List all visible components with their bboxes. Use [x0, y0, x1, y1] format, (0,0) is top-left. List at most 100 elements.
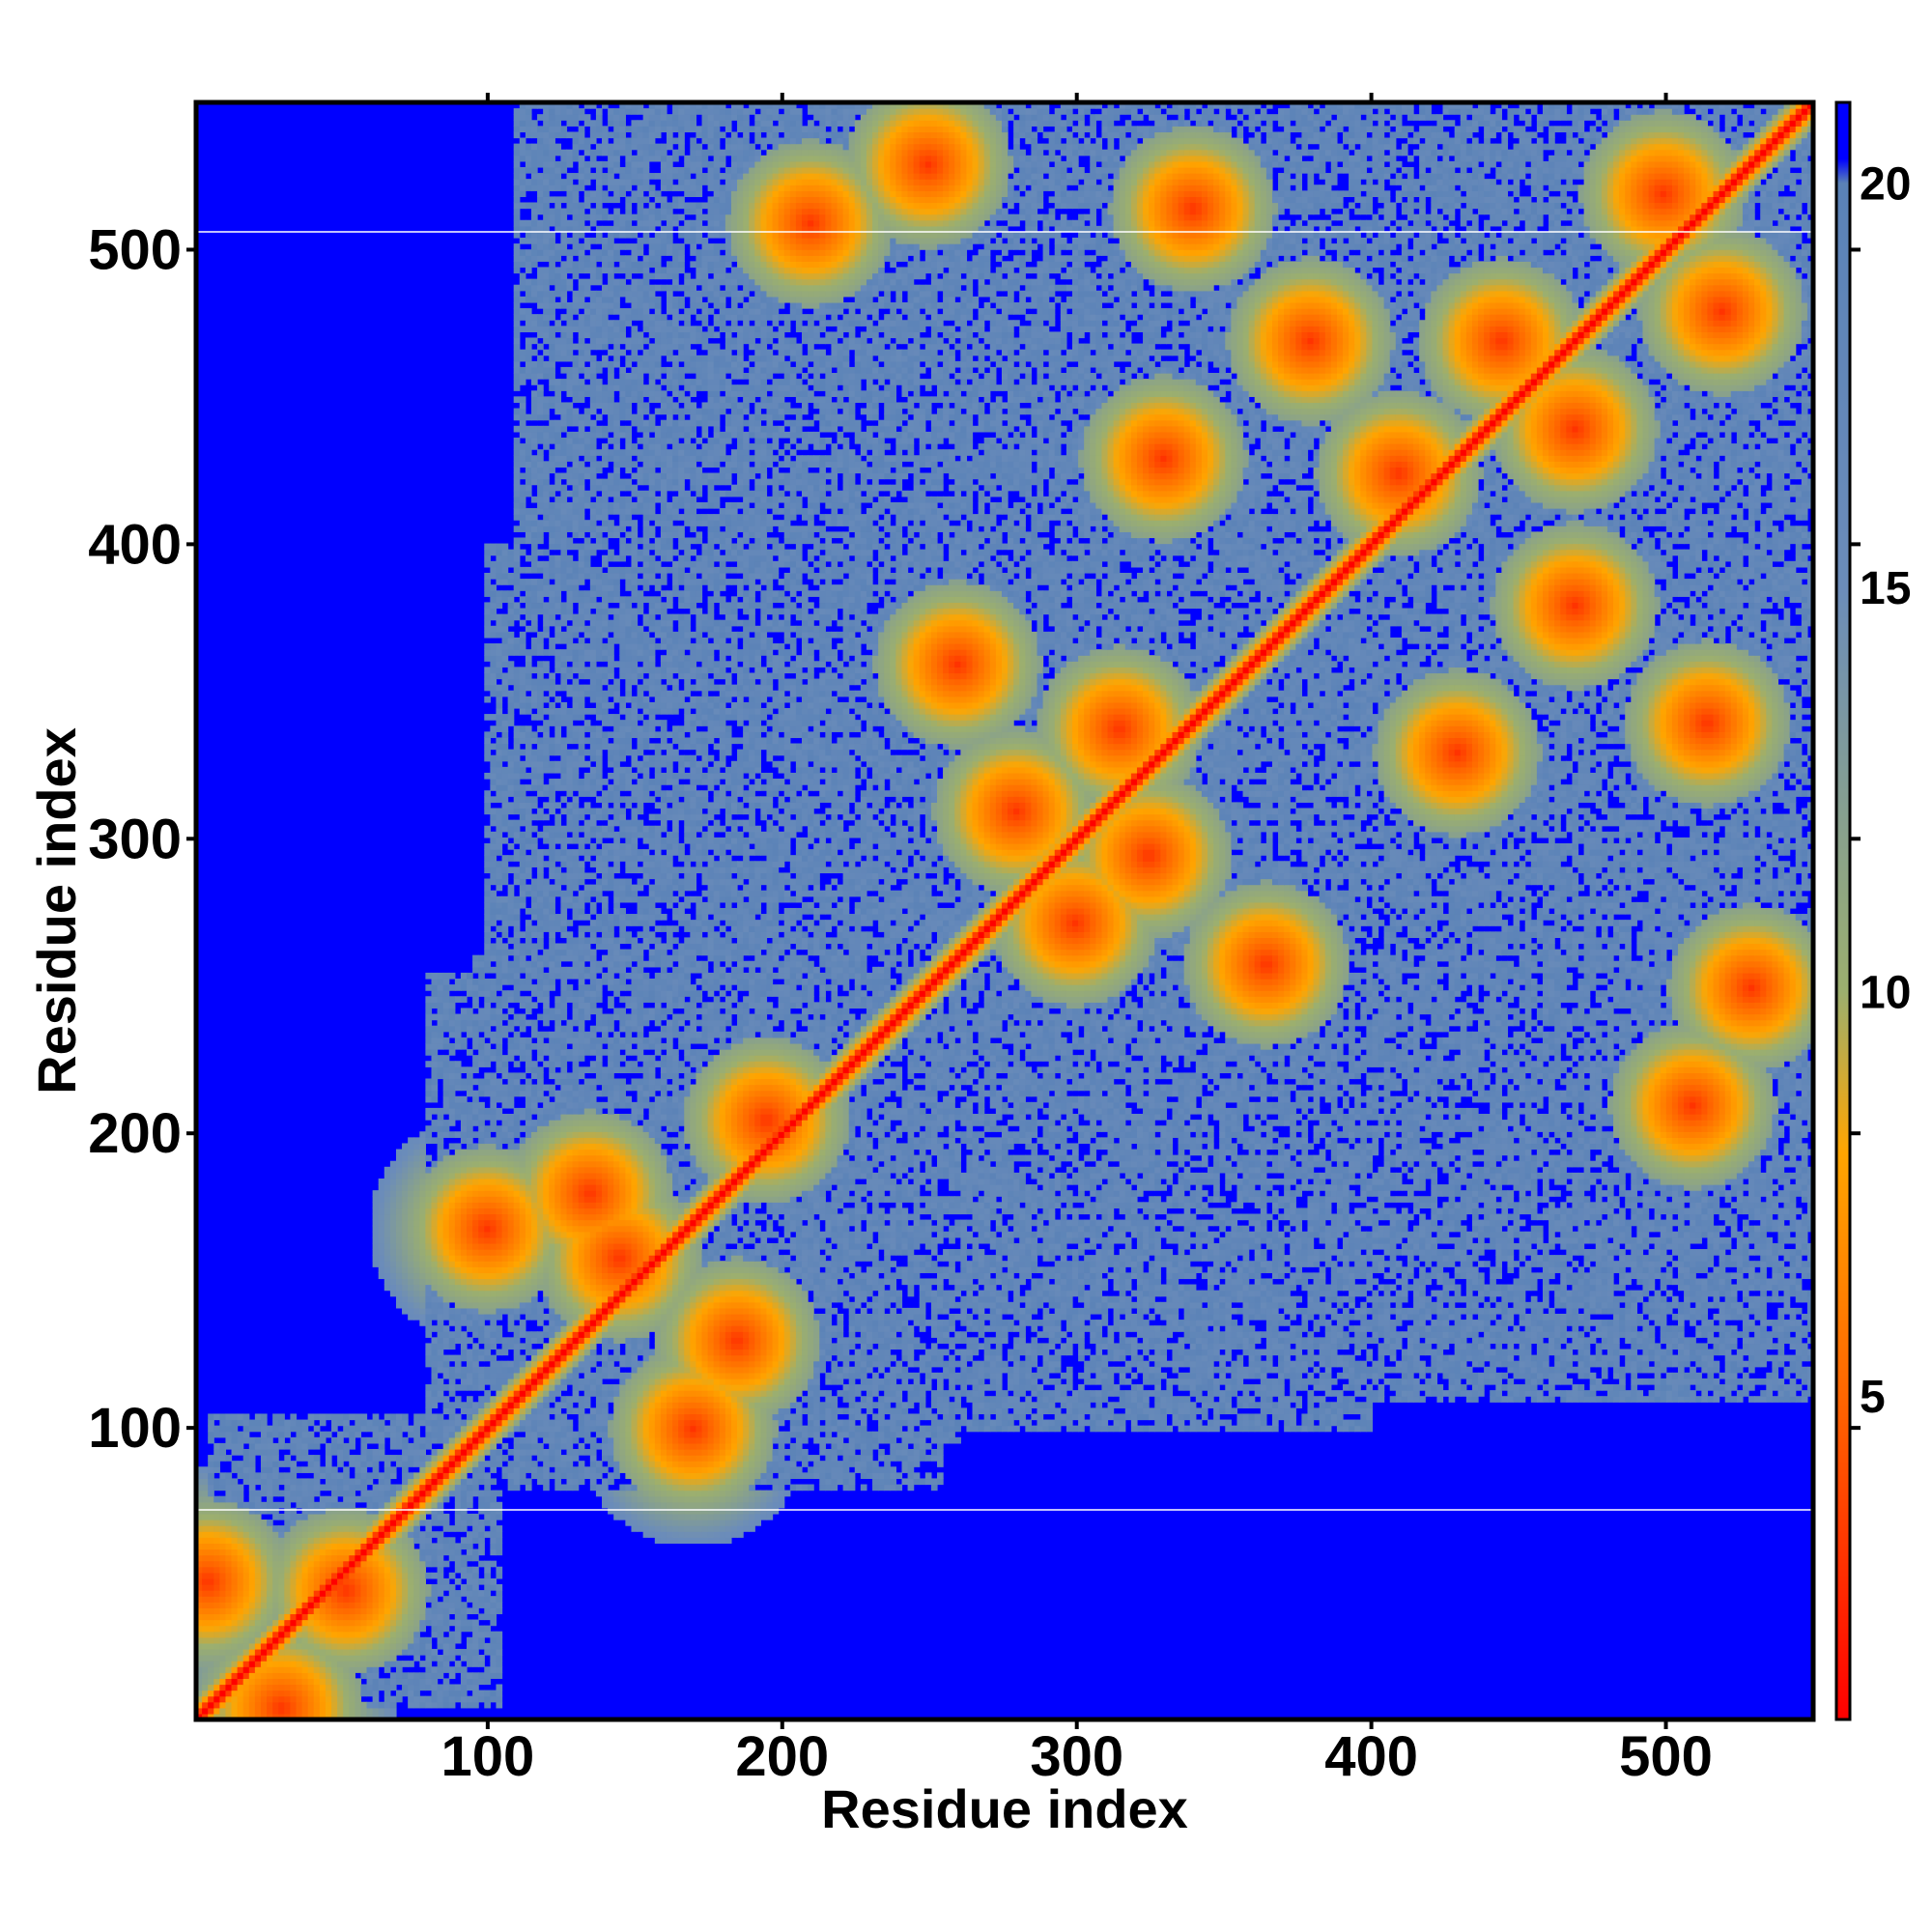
heatmap-cell — [478, 1590, 485, 1597]
heatmap-cell — [402, 1567, 409, 1574]
heatmap-cell — [478, 1678, 485, 1685]
heatmap-cell — [296, 1466, 302, 1473]
heatmap-cell — [232, 1432, 239, 1438]
heatmap-cell — [402, 1555, 409, 1562]
heatmap-cell — [449, 1461, 456, 1467]
heatmap-cell — [243, 1613, 250, 1620]
heatmap-cell — [714, 1514, 721, 1520]
heatmap-cell — [901, 1437, 908, 1444]
heatmap-cell — [272, 1620, 279, 1627]
heatmap-cell — [284, 1655, 291, 1662]
heatmap-cell — [849, 1426, 856, 1433]
heatmap-cell — [249, 1537, 256, 1544]
heatmap-cell — [320, 1561, 327, 1568]
heatmap-cell — [278, 1531, 285, 1538]
heatmap-cell — [408, 1531, 414, 1538]
heatmap-cell — [232, 1496, 239, 1503]
heatmap-cell — [413, 1502, 420, 1509]
heatmap-cell — [337, 1672, 344, 1679]
heatmap-cell — [425, 1461, 432, 1467]
heatmap-cell — [208, 1485, 214, 1492]
heatmap-cell — [443, 1485, 450, 1492]
heatmap-cell — [461, 1649, 468, 1656]
heatmap-cell — [608, 1443, 614, 1450]
heatmap-cell — [373, 1684, 380, 1690]
heatmap-cell — [213, 1637, 220, 1644]
heatmap-cell — [914, 1455, 921, 1462]
heatmap-cell — [402, 1426, 409, 1433]
heatmap-cell — [749, 1466, 755, 1473]
heatmap-cell — [478, 1472, 485, 1479]
heatmap-cell — [443, 1666, 450, 1673]
heatmap-cell — [419, 1702, 426, 1709]
heatmap-cell — [667, 1443, 673, 1450]
heatmap-cell — [490, 1478, 497, 1485]
heatmap-cell — [831, 1472, 838, 1479]
heatmap-cell — [560, 1472, 567, 1479]
heatmap-cell — [408, 1491, 414, 1497]
heatmap-cell — [308, 1537, 315, 1544]
heatmap-cell — [661, 1461, 668, 1467]
heatmap-cell — [402, 1620, 409, 1627]
heatmap-cell — [872, 1461, 879, 1467]
heatmap-cell — [379, 1613, 385, 1620]
heatmap-cell — [631, 1478, 638, 1485]
heatmap-cell — [284, 1626, 291, 1633]
heatmap-cell — [390, 1702, 397, 1709]
heatmap-cell — [690, 1491, 696, 1497]
heatmap-cell — [867, 1466, 873, 1473]
heatmap-cell — [655, 1496, 662, 1503]
heatmap-cell — [272, 1555, 279, 1562]
heatmap-cell — [590, 1455, 597, 1462]
heatmap-cell — [343, 1578, 350, 1585]
heatmap-cell — [496, 1637, 502, 1644]
heatmap-cell — [754, 1461, 761, 1467]
heatmap-cell — [631, 1461, 638, 1467]
heatmap-cell — [232, 1684, 239, 1690]
heatmap-cell — [855, 1461, 862, 1467]
heatmap-cell — [708, 1496, 715, 1503]
heatmap-cell — [825, 1455, 832, 1462]
heatmap-cell — [355, 1537, 361, 1544]
heatmap-cell — [326, 1708, 332, 1715]
heatmap-cell — [619, 1426, 626, 1433]
heatmap-cell — [825, 1437, 832, 1444]
heatmap-cell — [413, 1455, 420, 1462]
heatmap-cell — [796, 1455, 803, 1462]
heatmap-cell — [331, 1514, 338, 1520]
heatmap-cell — [625, 1443, 632, 1450]
heatmap-cell — [667, 1485, 673, 1492]
heatmap-cell — [355, 1543, 361, 1549]
heatmap-cell — [225, 1661, 232, 1667]
heatmap-cell — [560, 1432, 567, 1438]
heatmap-cell — [667, 1525, 673, 1532]
heatmap-cell — [261, 1525, 268, 1532]
heatmap-cell — [349, 1514, 355, 1520]
heatmap-cell — [461, 1543, 468, 1549]
heatmap-cell — [478, 1491, 485, 1497]
heatmap-cell — [431, 1491, 438, 1497]
heatmap-cell — [261, 1461, 268, 1467]
heatmap-cell — [760, 1472, 767, 1479]
heatmap-cell — [455, 1661, 462, 1667]
heatmap-cell — [720, 1443, 726, 1450]
heatmap-cell — [408, 1485, 414, 1492]
heatmap-cell — [425, 1666, 432, 1673]
heatmap-cell — [408, 1649, 414, 1656]
heatmap-cell — [419, 1620, 426, 1627]
heatmap-cell — [579, 1478, 585, 1485]
heatmap-cell — [255, 1596, 262, 1603]
heatmap-cell — [367, 1437, 380, 1444]
heatmap-cell — [431, 1678, 438, 1685]
heatmap-cell — [813, 1461, 820, 1467]
heatmap-cell — [920, 1455, 926, 1462]
heatmap-cell — [225, 1620, 232, 1627]
heatmap-cell — [490, 1466, 497, 1473]
heatmap-cell — [1013, 1426, 1020, 1433]
heatmap-cell — [267, 1478, 273, 1485]
heatmap-cell — [331, 1632, 338, 1638]
heatmap-cell — [849, 1455, 856, 1462]
heatmap-cell — [331, 1466, 338, 1473]
heatmap-cell — [219, 1472, 226, 1479]
heatmap-cell — [431, 1620, 438, 1627]
